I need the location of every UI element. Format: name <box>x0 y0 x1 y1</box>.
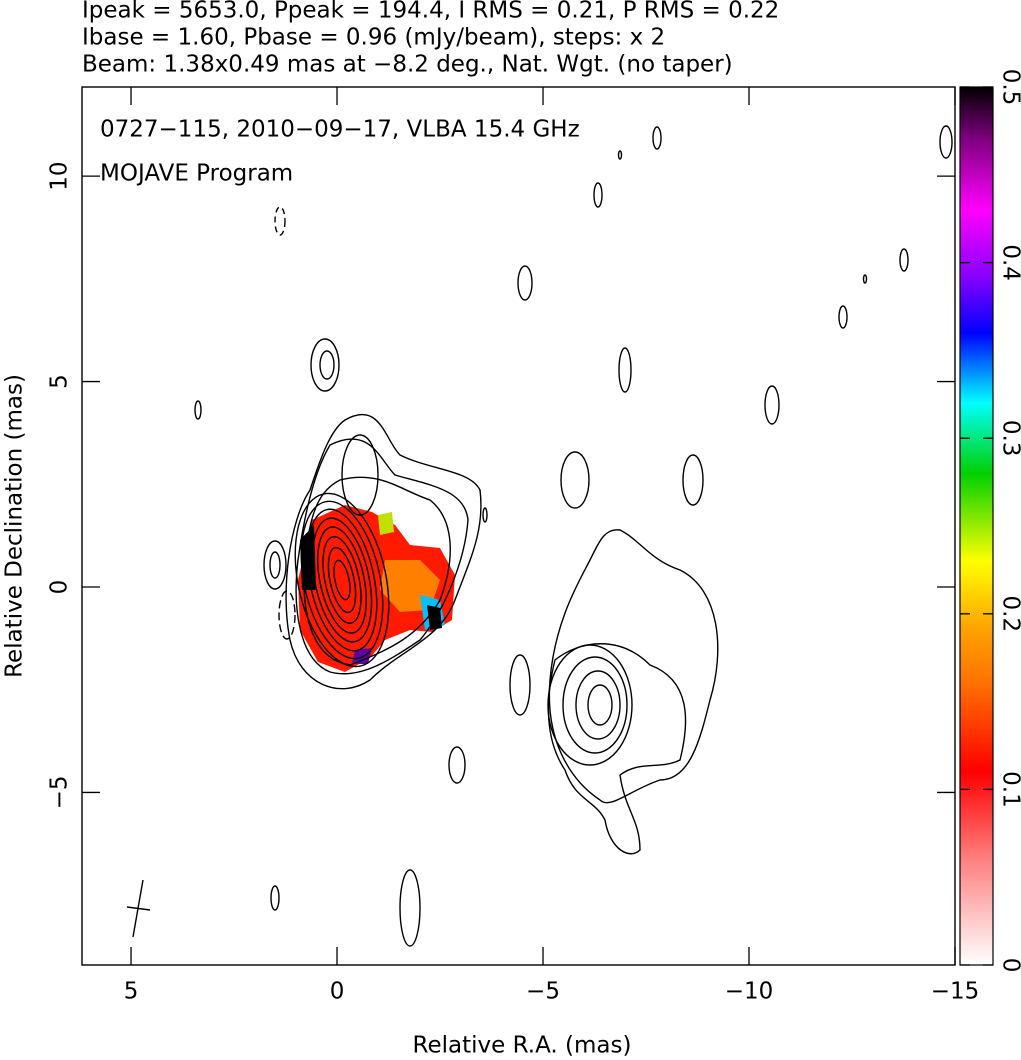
y-tick-label: 10 <box>47 162 73 191</box>
title-line: Ibase = 1.60, Pbase = 0.96 (mJy/beam), s… <box>82 25 665 51</box>
colorbar-tick-label: 0.4 <box>998 244 1021 281</box>
x-tick-label: −5 <box>526 979 560 1005</box>
plot-frame <box>81 86 956 966</box>
colorbar-tick-label: 0.1 <box>998 771 1021 808</box>
x-tick-label: −15 <box>931 979 980 1005</box>
y-tick-label: 5 <box>47 374 73 389</box>
annotation: 0727−115, 2010−09−17, VLBA 15.4 GHz <box>100 117 580 143</box>
x-tick-label: 5 <box>124 979 139 1005</box>
x-tick-label: −10 <box>725 979 774 1005</box>
colorbar-tick-label: 0 <box>998 958 1021 973</box>
x-tick-label: 0 <box>330 979 345 1005</box>
contours <box>126 125 953 947</box>
colorbar-tick-label: 0.3 <box>998 420 1021 457</box>
colorbar <box>959 86 994 966</box>
x-axis-label: Relative R.A. (mas) <box>413 1033 632 1059</box>
y-axis-label: Relative Declination (mas) <box>2 374 28 678</box>
annotation: MOJAVE Program <box>100 161 293 187</box>
y-tick-label: −5 <box>47 775 73 809</box>
colorbar-tick-label: 0.2 <box>998 596 1021 633</box>
title-line: Beam: 1.38x0.49 mas at −8.2 deg., Nat. W… <box>82 52 733 78</box>
colorbar-tick-label: 0.5 <box>998 69 1021 106</box>
y-tick-label: 0 <box>47 580 73 595</box>
title-line: Ipeak = 5653.0, Ppeak = 194.4, I RMS = 0… <box>82 0 779 24</box>
